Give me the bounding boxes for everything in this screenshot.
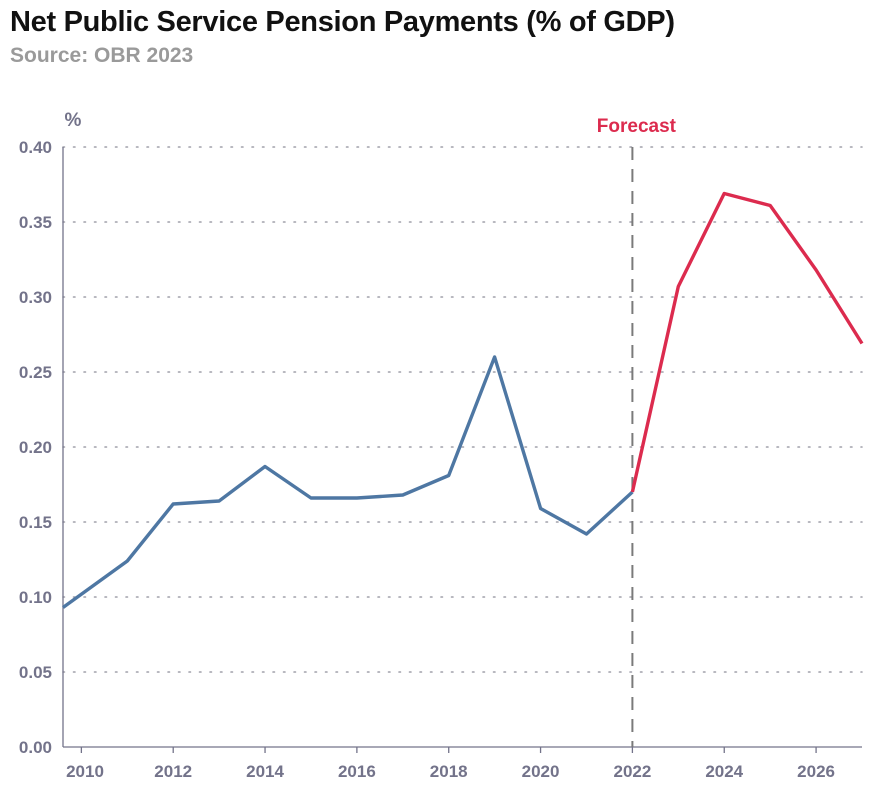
y-tick-label-0.05: 0.05 bbox=[19, 663, 52, 682]
y-tick-label-0.15: 0.15 bbox=[19, 513, 52, 532]
x-tick-label-2012: 2012 bbox=[154, 762, 192, 781]
y-tick-label-0.10: 0.10 bbox=[19, 588, 52, 607]
x-tick-label-2024: 2024 bbox=[705, 762, 743, 781]
y-tick-label-0.30: 0.30 bbox=[19, 288, 52, 307]
x-tick-label-2020: 2020 bbox=[522, 762, 560, 781]
labels: 0.00 0.05 0.10 0.15 0.20 0.25 0.30 0.35 0.40 2010… bbox=[19, 110, 835, 781]
forecast-label: Forecast bbox=[597, 116, 677, 137]
x-tick-label-2022: 2022 bbox=[613, 762, 651, 781]
x-tick-label-2026: 2026 bbox=[797, 762, 835, 781]
x-tick-label-2018: 2018 bbox=[430, 762, 468, 781]
chart-title: Net Public Service Pension Payments (% o… bbox=[10, 6, 675, 38]
y-axis-unit-label: % bbox=[65, 110, 82, 131]
chart-source: Source: OBR 2023 bbox=[10, 44, 194, 67]
y-tick-label-0.00: 0.00 bbox=[19, 738, 52, 757]
x-tick-label-2016: 2016 bbox=[338, 762, 376, 781]
y-tick-label-0.25: 0.25 bbox=[19, 363, 52, 382]
x-tick-label-2014: 2014 bbox=[246, 762, 284, 781]
y-tick-label-0.40: 0.40 bbox=[19, 138, 52, 157]
series-line-actual bbox=[62, 355, 634, 609]
gridlines bbox=[62, 146, 863, 673]
series-lines bbox=[62, 191, 864, 609]
axes bbox=[62, 147, 862, 753]
y-tick-label-0.35: 0.35 bbox=[19, 213, 52, 232]
x-tick-label-2010: 2010 bbox=[66, 762, 104, 781]
y-tick-label-0.20: 0.20 bbox=[19, 438, 52, 457]
series-line-forecast bbox=[630, 191, 864, 493]
